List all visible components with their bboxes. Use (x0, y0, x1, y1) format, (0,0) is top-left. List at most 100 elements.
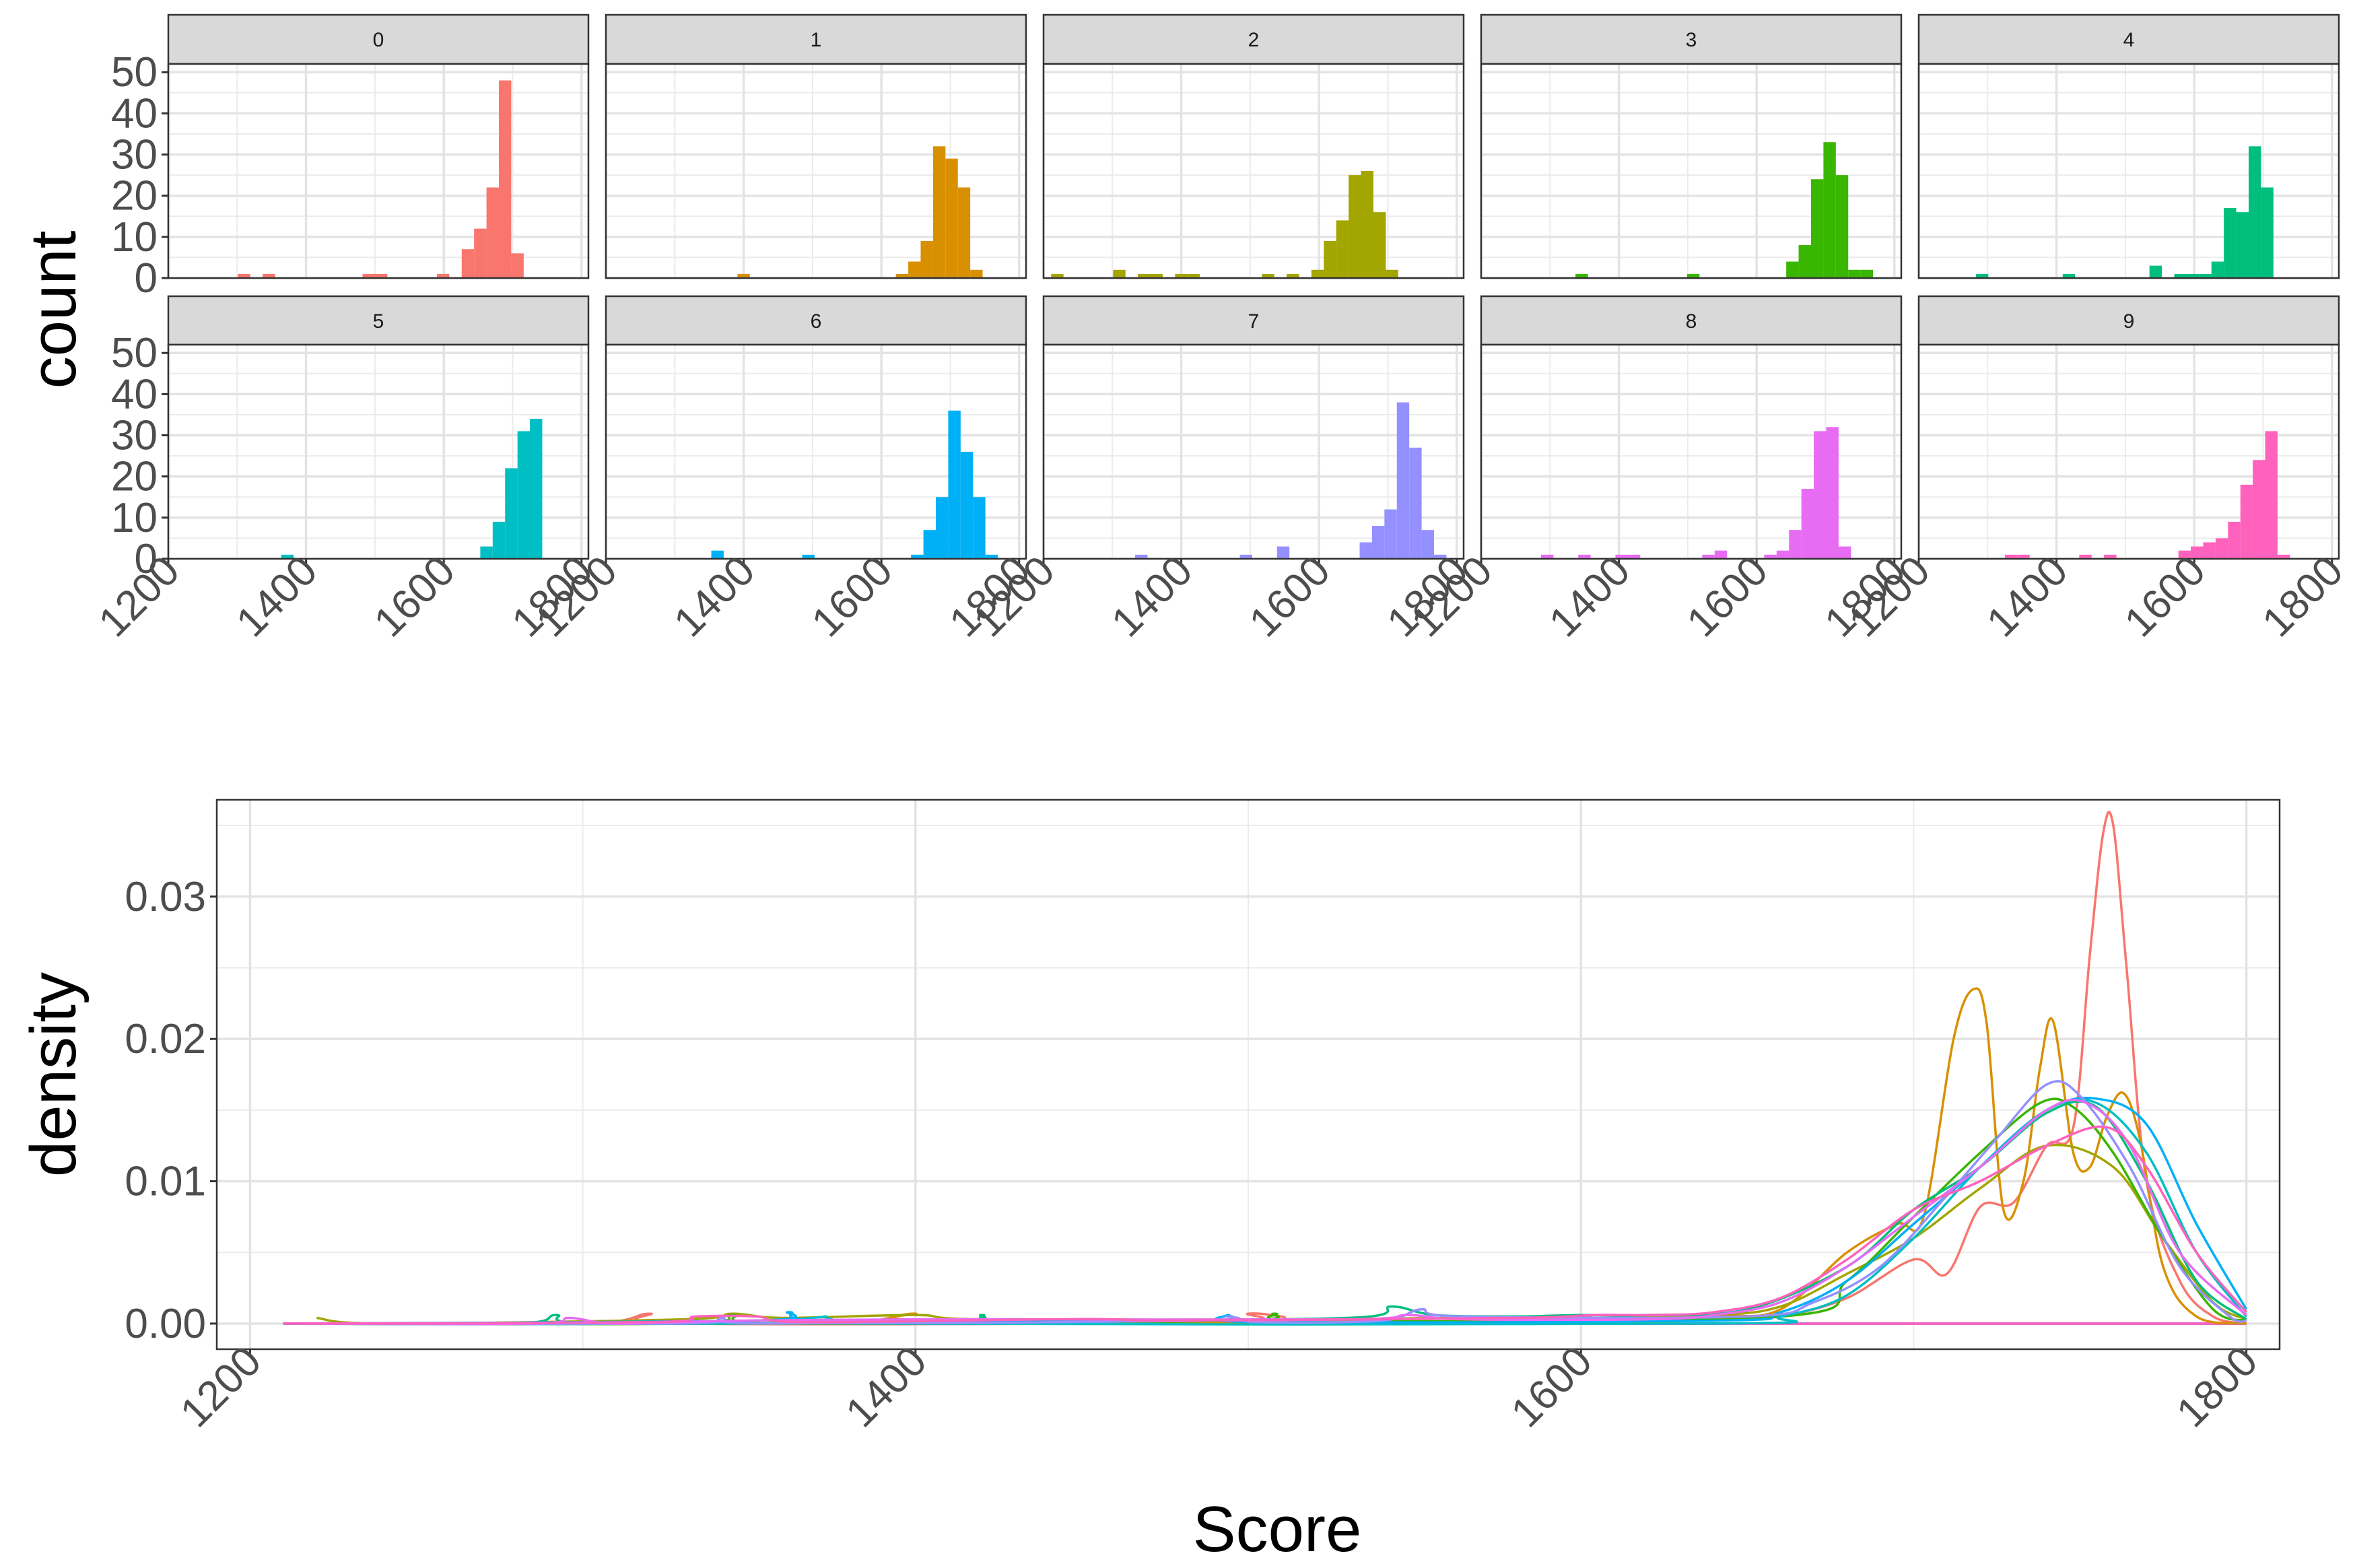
histogram-bar (1838, 546, 1851, 559)
facet-strip-label: 1 (811, 29, 822, 51)
histogram-bar (2186, 273, 2199, 278)
facet-strip-label: 2 (1248, 29, 1260, 51)
histogram-bar (985, 554, 998, 559)
facet-panel (168, 64, 588, 278)
histogram-bar (1798, 245, 1811, 278)
facet-panel-border (605, 63, 1027, 279)
histogram-bar (1113, 269, 1126, 278)
histogram-bar (2224, 208, 2237, 278)
histogram-bar (802, 554, 815, 559)
histogram-bar (1051, 273, 1064, 278)
histogram-bar (1835, 175, 1849, 278)
facet-strip-label: 0 (373, 29, 384, 51)
histogram-bar (1187, 273, 1200, 278)
histogram-bar (1776, 550, 1789, 559)
histogram-bar (1311, 269, 1324, 278)
facet-3: 3 (1480, 13, 1903, 279)
histogram-bar (945, 158, 958, 278)
histogram-bar (492, 521, 506, 559)
y-tick-label: 0 (135, 536, 158, 582)
histogram-bar (1764, 554, 1777, 559)
facet-panel-border (1042, 343, 1465, 560)
histogram-bar (1386, 269, 1398, 278)
histogram-bar (1615, 554, 1628, 559)
histogram-bar (1373, 212, 1386, 278)
histogram-bar (1810, 179, 1824, 278)
histogram-bar (2017, 554, 2030, 559)
histogram-bar (1786, 261, 1799, 278)
density-y-axis-title: density (18, 972, 90, 1177)
y-tick-label: 20 (111, 173, 158, 219)
y-tick-label: 0.00 (125, 1301, 206, 1347)
histogram-bar (737, 273, 750, 278)
facet-panel (1919, 64, 2339, 278)
histogram-bar (1801, 489, 1814, 559)
histogram-bar (474, 228, 487, 278)
histogram-bar (436, 273, 450, 278)
histogram-bar (2277, 554, 2290, 559)
facet-strip-label: 6 (811, 310, 822, 333)
y-tick-label: 0.03 (125, 874, 206, 920)
histogram-bar (1540, 554, 1554, 559)
facet-panel-border (167, 343, 590, 560)
histogram-bar (932, 146, 946, 278)
histogram-bar (1276, 546, 1290, 559)
histogram-bar (2261, 187, 2274, 278)
y-tick-label: 0.01 (125, 1159, 206, 1205)
facet-strip (167, 295, 590, 346)
histogram-bar (970, 269, 983, 278)
facet-1: 1 (605, 13, 1027, 279)
y-tick-label: 50 (111, 49, 158, 96)
histogram-bar (711, 550, 724, 559)
facet-strip (167, 13, 590, 65)
histogram-bar (505, 468, 518, 559)
histogram-bar (1823, 142, 1836, 278)
histogram-bar (1826, 427, 1839, 559)
histogram-bar (1138, 273, 1151, 278)
histogram-bar (2079, 554, 2092, 559)
histogram-bar (480, 546, 493, 559)
y-tick-label: 30 (111, 413, 158, 459)
histogram-bar (948, 410, 961, 559)
histogram-bar (2178, 550, 2191, 559)
histogram-bar (2174, 273, 2187, 278)
facet-strip-label: 8 (1686, 310, 1697, 333)
histogram-bar (911, 554, 924, 559)
histogram-bar (920, 240, 933, 278)
histogram-bar (1287, 273, 1299, 278)
histogram-bar (2203, 542, 2216, 559)
facet-2: 2 (1042, 13, 1465, 279)
histogram-bar (957, 187, 971, 278)
histogram-bar (1702, 554, 1715, 559)
histogram-bar (2240, 484, 2253, 559)
y-tick-label: 40 (111, 90, 158, 137)
histogram-bar (1396, 402, 1410, 559)
histogram-bar (960, 452, 974, 559)
y-tick-label: 0.02 (125, 1016, 206, 1062)
density-panel-border (215, 798, 2281, 1351)
histogram-bar (973, 497, 986, 559)
histogram-bar (1686, 273, 1700, 278)
histogram-bar (486, 187, 500, 278)
histogram-bar (374, 273, 388, 278)
facet-strip (1480, 295, 1903, 346)
histogram-bar (2149, 265, 2162, 278)
facet-panel-border (1042, 63, 1465, 279)
facet-4: 4 (1917, 13, 2340, 279)
histogram-bar (1361, 171, 1373, 278)
histogram-bar (895, 273, 909, 278)
facet-strip-label: 4 (2123, 29, 2135, 51)
histogram-bar (1848, 269, 1861, 278)
density-line-7 (283, 1080, 2247, 1326)
histogram-bar (2248, 146, 2261, 278)
histogram-bar (499, 80, 512, 278)
histogram-bar (1175, 273, 1188, 278)
histogram-bar (1409, 447, 1422, 559)
histogram-bar (2211, 261, 2224, 278)
histogram-bar (923, 530, 936, 559)
facet-panel-border (1480, 343, 1903, 560)
density-line-6 (283, 1096, 2248, 1325)
